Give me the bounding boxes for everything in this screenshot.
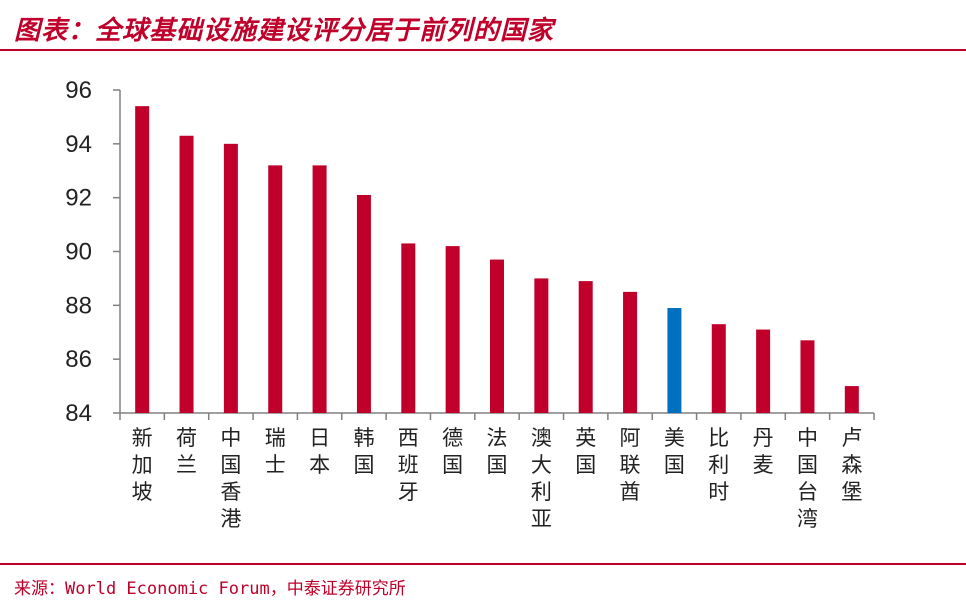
y-tick-label: 94	[65, 131, 92, 158]
bar-13	[711, 324, 726, 413]
bar-4	[312, 165, 327, 413]
x-category-label: 日本	[309, 426, 330, 477]
title-bar: 图表：全球基础设施建设评分居于前列的国家	[0, 0, 966, 50]
bar-3	[268, 165, 283, 413]
x-category-label: 卢森堡	[841, 426, 862, 504]
x-category-label: 新加坡	[132, 426, 153, 504]
bar-0	[135, 106, 150, 414]
x-category-label: 瑞士	[265, 426, 286, 477]
x-category-label: 英国	[575, 426, 596, 477]
x-category-label: 澳大利亚	[531, 426, 552, 531]
x-category-label: 阿联酋	[620, 426, 641, 504]
bar-15	[800, 340, 815, 413]
x-category-label: 德国	[442, 426, 463, 477]
bar-7	[445, 246, 460, 413]
bar-14	[756, 329, 771, 413]
footer-divider	[0, 563, 966, 565]
bar-11	[623, 291, 638, 413]
x-category-label: 法国	[487, 426, 508, 477]
title-divider	[0, 49, 966, 51]
y-tick-label: 88	[65, 292, 92, 319]
y-tick-label: 92	[65, 185, 92, 212]
x-category-label: 中国香港	[220, 426, 241, 531]
y-tick-label: 86	[65, 346, 92, 373]
bar-9	[534, 278, 549, 413]
x-category-label: 美国	[664, 426, 685, 477]
x-category-label: 韩国	[353, 426, 374, 477]
bar-6	[401, 243, 416, 413]
bar-5	[356, 194, 371, 413]
bar-12	[667, 308, 682, 413]
bar-1	[179, 135, 194, 413]
x-category-label: 中国台湾	[797, 426, 818, 531]
x-category-label: 西班牙	[398, 426, 419, 504]
chart-title: 图表：全球基础设施建设评分居于前列的国家	[14, 16, 555, 46]
source-note: 来源：World Economic Forum，中泰证券研究所	[14, 579, 406, 599]
bar-2	[223, 143, 238, 413]
y-tick-label: 84	[65, 400, 92, 427]
x-category-label: 比利时	[708, 426, 729, 504]
y-tick-label: 90	[65, 239, 92, 266]
bar-8	[490, 259, 504, 413]
bar-10	[578, 281, 593, 413]
bar-16	[844, 386, 859, 413]
x-category-label: 荷兰	[176, 426, 197, 477]
x-category-label: 丹麦	[753, 426, 774, 477]
y-tick-label: 96	[65, 77, 92, 104]
